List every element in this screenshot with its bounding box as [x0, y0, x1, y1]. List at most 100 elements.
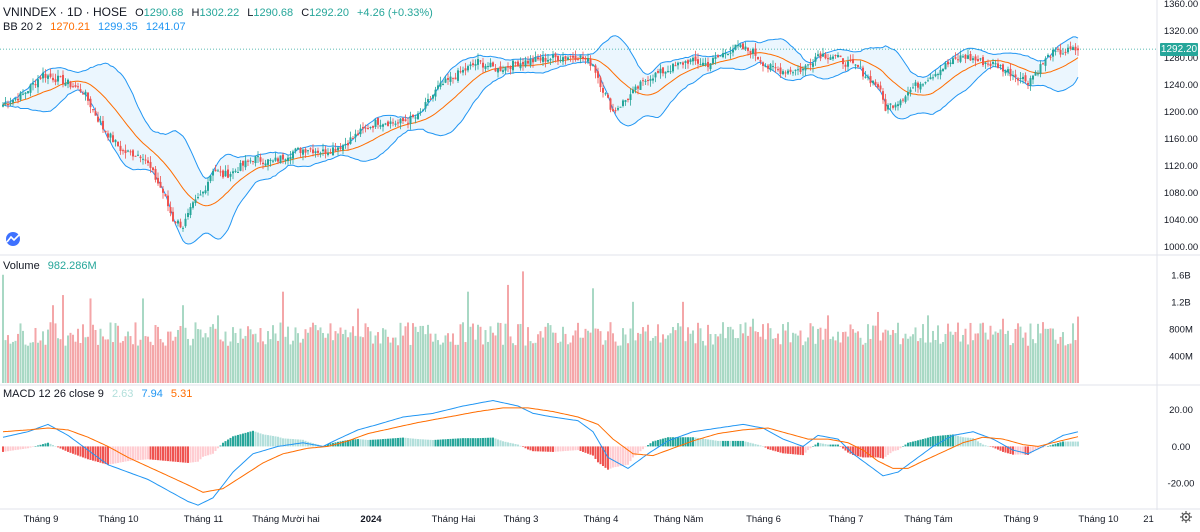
macd-histogram-bar	[412, 438, 414, 447]
candle-body	[162, 188, 164, 193]
candle-body	[287, 157, 289, 162]
bb-legend[interactable]: BB 20 2 1270.21 1299.35 1241.07	[3, 21, 191, 33]
candle-body	[834, 55, 837, 57]
macd-histogram-bar	[584, 446, 587, 453]
candle-body	[967, 55, 969, 59]
macd-histogram-bar	[87, 446, 89, 460]
volume-bar	[182, 305, 184, 383]
candle-body	[624, 100, 627, 102]
macd-histogram-bar	[922, 439, 924, 447]
volume-bar	[534, 342, 537, 383]
macd-histogram-bar	[819, 443, 822, 447]
macd-histogram-bar	[917, 440, 919, 447]
candle-body	[127, 150, 129, 152]
candle-body	[932, 77, 934, 79]
candle-body	[184, 218, 187, 227]
time-axis-tick: Tháng 3	[504, 514, 539, 525]
candle-body	[27, 91, 29, 94]
macd-histogram-bar	[849, 446, 852, 454]
candle-body	[922, 84, 924, 86]
macd-histogram-bar	[197, 446, 199, 462]
candle-body	[619, 106, 622, 108]
volume-bar	[809, 323, 812, 383]
macd-histogram-bar	[909, 442, 912, 447]
volume-bar	[1067, 344, 1069, 383]
macd-histogram-bar	[559, 446, 562, 452]
volume-bar	[89, 298, 92, 383]
volume-bar	[352, 326, 354, 383]
candle-body	[812, 63, 814, 67]
macd-histogram-bar	[509, 442, 512, 447]
gear-icon[interactable]	[1180, 510, 1192, 523]
candle-body	[259, 157, 262, 162]
volume-bar	[302, 338, 304, 383]
candle-body	[942, 68, 944, 71]
macd-histogram-bar	[419, 439, 422, 447]
macd-histogram-bar	[512, 443, 514, 447]
volume-bar	[349, 332, 352, 383]
candle-body	[112, 135, 114, 143]
volume-bar	[629, 328, 632, 383]
volume-bar	[894, 333, 897, 383]
macd-histogram-bar	[629, 446, 632, 462]
volume-bar	[1017, 323, 1019, 383]
candle-body	[1032, 75, 1034, 80]
volume-bar	[312, 322, 314, 383]
volume-bar	[584, 328, 587, 383]
macd-histogram-bar	[84, 446, 87, 459]
volume-bar	[207, 337, 209, 383]
candle-body	[1014, 74, 1017, 78]
volume-bar	[1034, 343, 1037, 383]
candle-body	[1024, 75, 1027, 82]
volume-bar	[999, 329, 1002, 383]
macd-legend[interactable]: MACD 12 26 close 9 2.63 7.94 5.31	[3, 388, 197, 400]
macd-histogram-bar	[957, 435, 959, 447]
macd-histogram-bar	[422, 439, 424, 447]
macd-histogram-bar	[724, 440, 727, 447]
candle-body	[227, 169, 229, 178]
candle-body	[297, 147, 299, 150]
volume-bar	[519, 323, 522, 383]
macd-histogram-bar	[1027, 446, 1029, 455]
macd-histogram-bar	[962, 437, 964, 447]
volume-bar	[517, 324, 519, 383]
volume-bar	[529, 341, 532, 383]
macd-histogram-bar	[1022, 446, 1024, 455]
candle-body	[352, 138, 354, 140]
volume-bar	[399, 322, 402, 383]
volume-bar	[1012, 343, 1014, 383]
volume-bar	[202, 337, 204, 383]
candle-body	[277, 158, 279, 162]
candle-body	[744, 46, 747, 50]
macd-histogram-bar	[869, 446, 872, 458]
tradingview-logo-icon[interactable]	[4, 232, 22, 246]
candle-body	[827, 58, 829, 60]
candle-body	[457, 70, 459, 81]
candle-body	[212, 170, 214, 176]
volume-bar	[639, 333, 642, 383]
volume-bar	[434, 333, 437, 383]
macd-histogram-bar	[137, 446, 139, 461]
candle-body	[844, 64, 847, 67]
candle-body	[629, 94, 632, 100]
candle-body	[719, 55, 722, 57]
candle-body	[704, 63, 707, 65]
volume-bar	[719, 333, 722, 383]
volume-bar	[199, 329, 202, 383]
macd-histogram-bar	[719, 440, 722, 447]
volume-bar	[442, 342, 444, 383]
symbol-label[interactable]: VNINDEX · 1D · HOSE	[3, 5, 128, 19]
candle-body	[1057, 48, 1059, 50]
macd-histogram-bar	[687, 437, 689, 447]
volume-bar	[942, 342, 944, 383]
macd-histogram-bar	[794, 446, 797, 455]
candle-body	[104, 130, 107, 133]
candle-body	[722, 53, 724, 58]
volume-bar	[322, 333, 324, 383]
volume-legend[interactable]: Volume 982.286M	[3, 260, 102, 272]
volume-bar	[452, 333, 454, 383]
macd-histogram-bar	[454, 438, 457, 447]
macd-histogram-bar	[797, 446, 799, 455]
volume-bar	[689, 333, 692, 383]
macd-histogram-bar	[164, 446, 167, 461]
